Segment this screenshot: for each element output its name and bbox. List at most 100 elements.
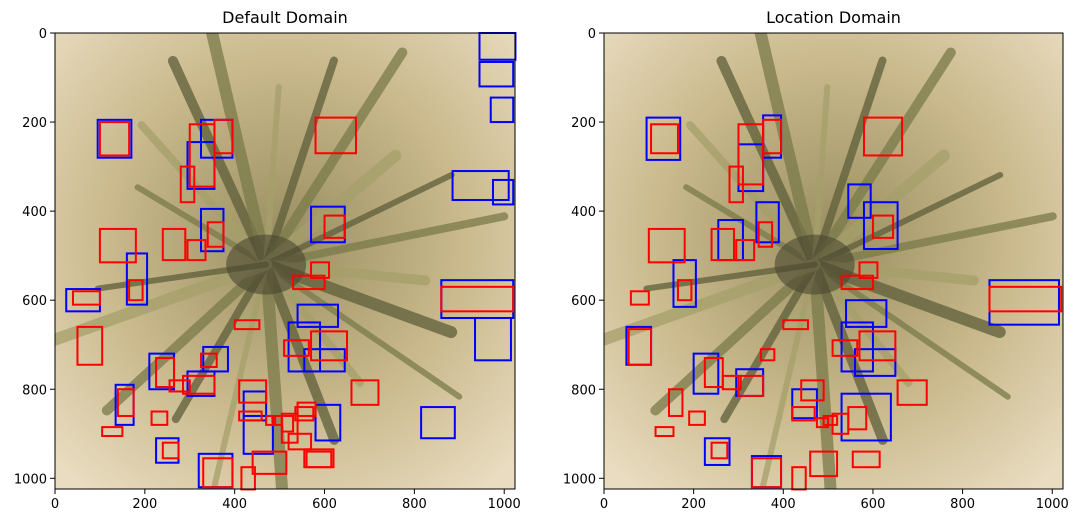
- blue-bounding-box: [791, 388, 818, 420]
- red-bounding-box: [762, 118, 783, 155]
- red-bounding-box: [283, 339, 310, 357]
- red-bounding-box: [757, 221, 774, 248]
- red-bounding-box: [233, 319, 261, 331]
- default-domain-panel: Default Domain 0 200 400 600 800 1000 0 200 400 60…: [14, 8, 521, 512]
- y-tick-label: 200: [571, 116, 596, 131]
- x-tick-label: 600: [861, 497, 886, 512]
- y-tick-label: 1000: [14, 472, 47, 487]
- red-bounding-box: [213, 118, 234, 155]
- red-bounding-box: [654, 426, 675, 438]
- red-bounding-box: [703, 357, 724, 389]
- x-tick-label: 800: [402, 497, 427, 512]
- red-bounding-box: [310, 330, 348, 362]
- blue-bounding-box: [840, 321, 874, 373]
- red-bounding-box: [728, 165, 744, 204]
- red-bounding-box: [840, 274, 874, 291]
- red-bounding-box: [150, 410, 169, 426]
- red-bounding-box: [314, 116, 357, 155]
- red-bounding-box: [202, 457, 234, 489]
- red-bounding-box: [238, 410, 263, 422]
- blue-bounding-box: [242, 414, 274, 455]
- leaf-shape: [754, 33, 821, 271]
- field-image: [55, 33, 515, 489]
- red-bounding-box: [440, 285, 515, 313]
- blue-bounding-box: [478, 60, 515, 88]
- red-bounding-box: [76, 325, 104, 366]
- red-bounding-box: [822, 414, 839, 426]
- red-bounding-box: [116, 388, 135, 417]
- x-tick-label: 0: [600, 497, 608, 512]
- red-bounding-box: [296, 401, 317, 417]
- y-tick-label: 800: [22, 383, 47, 398]
- blue-bounding-box: [491, 178, 515, 206]
- red-bounding-box: [800, 379, 825, 402]
- red-bounding-box: [206, 221, 225, 248]
- field-image: [604, 33, 1063, 489]
- red-bounding-box: [251, 450, 288, 475]
- blue-bounding-box: [202, 345, 229, 373]
- red-bounding-box: [647, 227, 686, 264]
- red-bounding-box: [809, 450, 839, 478]
- blue-bounding-box: [862, 201, 899, 250]
- red-bounding-box: [101, 426, 124, 438]
- blue-bounding-box: [314, 403, 342, 442]
- red-bounding-box: [627, 328, 653, 366]
- y-tick-label: 0: [588, 27, 596, 42]
- y-tick-label: 800: [571, 383, 596, 398]
- red-bounding-box: [168, 379, 191, 393]
- red-bounding-box: [161, 441, 180, 460]
- blue-bounding-box: [296, 303, 340, 328]
- red-bounding-box: [858, 261, 879, 279]
- red-bounding-box: [323, 214, 346, 239]
- x-tick-label: 0: [51, 497, 59, 512]
- panel-title: Default Domain: [222, 8, 348, 27]
- red-bounding-box: [815, 417, 830, 429]
- red-bounding-box: [858, 330, 897, 362]
- red-bounding-box: [292, 274, 326, 291]
- leaf-shape: [262, 56, 338, 269]
- leaf-shape: [263, 261, 463, 400]
- red-bounding-box: [847, 406, 868, 431]
- red-bounding-box: [238, 379, 268, 404]
- red-bounding-box: [851, 450, 881, 469]
- y-tick-label: 400: [22, 205, 47, 220]
- blue-bounding-box: [474, 317, 512, 362]
- red-bounding-box: [182, 374, 216, 395]
- blue-bounding-box: [125, 252, 149, 306]
- red-bounding-box: [98, 227, 137, 264]
- blue-bounding-box: [845, 299, 888, 328]
- red-bounding-box: [710, 227, 735, 262]
- leaf-shape: [811, 261, 1011, 400]
- blue-bounding-box: [420, 406, 456, 440]
- blue-bounding-box: [755, 201, 780, 244]
- red-bounding-box: [988, 285, 1063, 313]
- red-bounding-box: [688, 410, 706, 426]
- red-bounding-box: [155, 357, 176, 389]
- x-tick-label: 200: [681, 497, 706, 512]
- plant-center: [774, 234, 855, 295]
- leaf-shape: [262, 212, 509, 269]
- y-tick-label: 200: [22, 116, 47, 131]
- x-tick-label: 800: [950, 497, 975, 512]
- leaf-shape: [809, 259, 888, 445]
- blue-bounding-box: [854, 348, 897, 377]
- red-bounding-box: [871, 214, 895, 239]
- red-bounding-box: [186, 239, 207, 262]
- red-bounding-box: [287, 432, 313, 451]
- red-bounding-box: [280, 412, 299, 444]
- red-bounding-box: [737, 123, 765, 186]
- x-tick-label: 400: [771, 497, 796, 512]
- leaf-shape: [167, 55, 272, 270]
- red-bounding-box: [750, 457, 783, 489]
- axes-frame: [54, 32, 516, 490]
- red-bounding-box: [735, 239, 756, 262]
- blue-bounding-box: [692, 352, 720, 395]
- red-bounding-box: [188, 123, 216, 188]
- blue-bounding-box: [96, 118, 133, 159]
- x-tick-label: 600: [312, 497, 337, 512]
- red-bounding-box: [650, 123, 679, 155]
- blue-bounding-box: [840, 392, 892, 442]
- red-bounding-box: [128, 279, 144, 302]
- x-tick-label: 1000: [1036, 497, 1069, 512]
- leaf-shape: [759, 261, 818, 489]
